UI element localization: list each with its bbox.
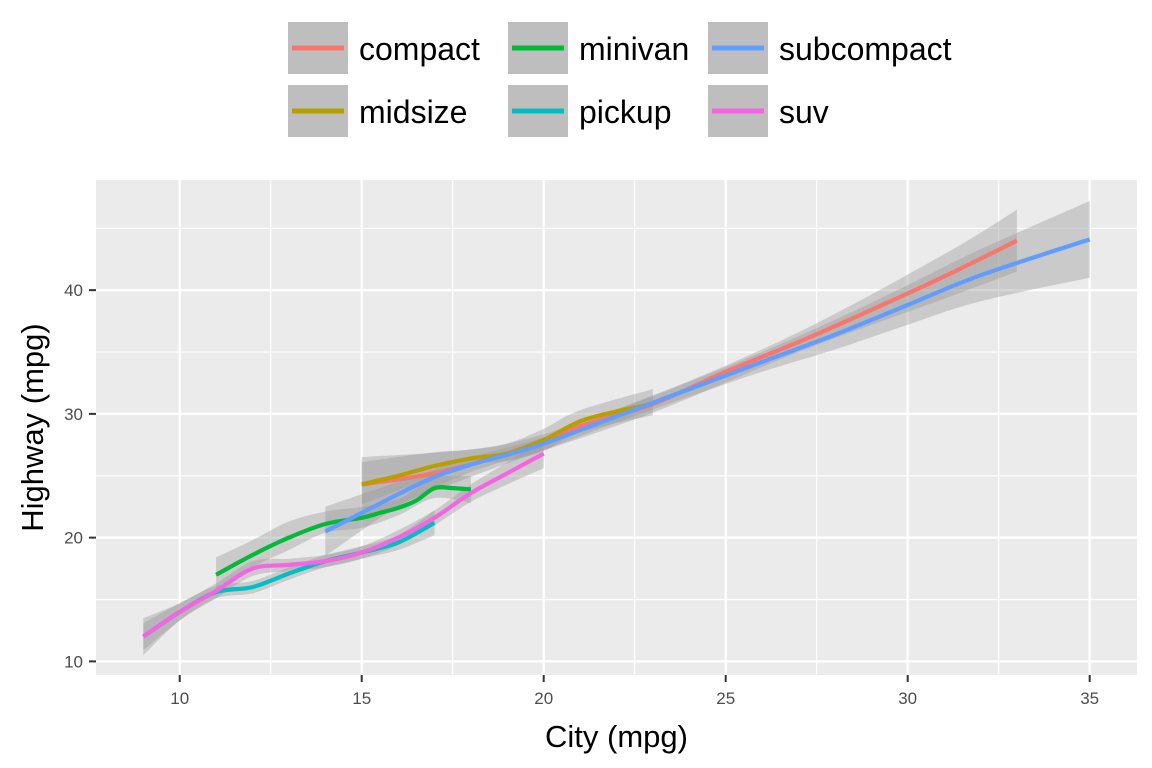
legend-label: pickup <box>579 94 672 130</box>
legend-label: compact <box>359 31 480 67</box>
y-tick-label: 40 <box>64 281 83 300</box>
legend-item-compact: compact <box>288 22 480 74</box>
plot-panel <box>96 180 1137 675</box>
x-axis-title: City (mpg) <box>545 719 688 754</box>
legend-item-minivan: minivan <box>508 22 689 74</box>
x-tick-label: 30 <box>898 689 917 708</box>
x-tick-label: 35 <box>1080 689 1099 708</box>
legend-item-suv: suv <box>708 85 829 137</box>
x-tick-label: 15 <box>352 689 371 708</box>
y-tick-label: 30 <box>64 405 83 424</box>
legend-item-midsize: midsize <box>288 85 467 137</box>
series-line-suv <box>142 451 545 639</box>
series-line-minivan <box>215 485 472 577</box>
legend-label: minivan <box>579 31 689 67</box>
y-tick-label: 10 <box>64 652 83 671</box>
series-lines <box>142 237 1091 639</box>
legend-item-pickup: pickup <box>508 85 672 137</box>
legend-label: midsize <box>359 94 467 130</box>
y-axis-title: Highway (mpg) <box>15 323 50 531</box>
x-tick-label: 25 <box>716 689 735 708</box>
series-line-subcompact <box>324 237 1091 534</box>
x-tick-label: 20 <box>534 689 553 708</box>
confidence-band-compact <box>361 209 1017 520</box>
y-tick-label: 20 <box>64 529 83 548</box>
x-tick-label: 10 <box>170 689 189 708</box>
axes: 10 15 20 25 30 35 10 20 30 40 <box>64 281 1099 708</box>
grid-lines <box>96 180 1137 675</box>
legend: compact midsize minivan pickup subcompact suv <box>288 22 952 137</box>
legend-label: suv <box>779 94 829 130</box>
legend-item-subcompact: subcompact <box>708 22 952 74</box>
legend-label: subcompact <box>779 31 952 67</box>
